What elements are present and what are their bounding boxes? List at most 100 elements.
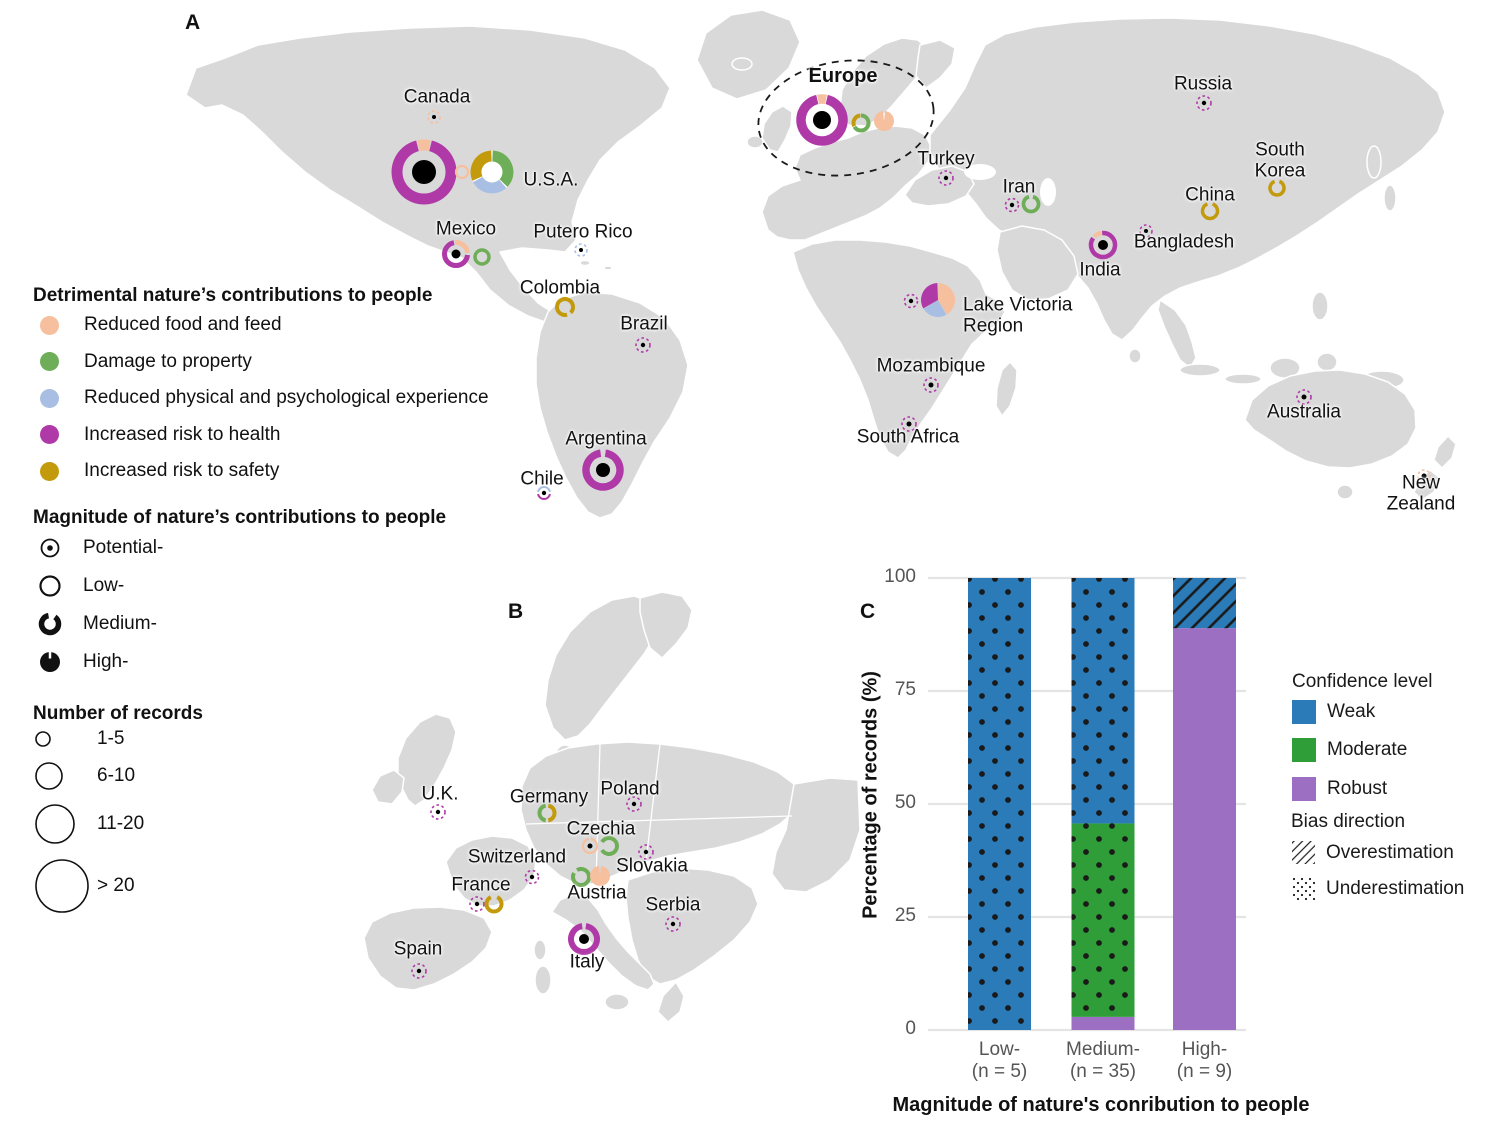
marker-lake-victoria: [921, 283, 956, 317]
map-label-australia: Australia: [1267, 401, 1341, 423]
marker-serbia: [665, 916, 681, 932]
land-nz-north: [1433, 435, 1457, 469]
map-label-switzerland: Switzerland: [467, 846, 567, 868]
confidence-legend-item: Weak: [1292, 700, 1375, 724]
bar-chart-panel-c: [928, 576, 1246, 1032]
markers-panel-a: [391, 94, 1431, 500]
land-corsica-b: [533, 939, 547, 961]
marker-europe-3: [873, 111, 895, 131]
bar-low: [968, 578, 1031, 1030]
map-label-canada: Canada: [403, 86, 471, 108]
marker-lake-victoria-2: [903, 293, 919, 309]
panel-a-letter: A: [185, 11, 201, 34]
map-label-u-k-: U.K.: [421, 783, 459, 805]
records-legend-label: 1-5: [97, 728, 125, 749]
hatch-pattern-icon: [1292, 841, 1315, 864]
land-arabia: [996, 225, 1079, 301]
land-sardinia-b: [534, 965, 552, 995]
panel-c-letter: C: [860, 600, 876, 623]
ncp-legend-title: Detrimental nature’s contributions to pe…: [33, 285, 433, 306]
map-label-south-korea: South Korea: [1254, 139, 1306, 181]
land-sri-lanka: [1128, 348, 1142, 364]
records-legend-item: 11-20: [33, 802, 144, 846]
land-sumatra: [1179, 363, 1221, 377]
land-ireland: [746, 135, 764, 149]
marker-france-safety: [484, 895, 504, 914]
marker-canada: [427, 110, 441, 124]
marker-china: [1200, 202, 1220, 221]
marker-argentina: [582, 449, 624, 491]
marker-usa-multi: [470, 150, 514, 194]
marker-iran: [1004, 197, 1020, 213]
marker-germany: [537, 803, 557, 823]
map-label-china: China: [1185, 184, 1235, 206]
confidence-legend-item: Moderate: [1292, 738, 1407, 762]
overestimation-pattern: [1173, 578, 1236, 629]
land-philippines: [1311, 291, 1329, 321]
ncp-color-dot-icon: [40, 461, 59, 481]
magnitude-legend-title: Magnitude of nature’s contributions to p…: [33, 507, 447, 528]
map-label-spain: Spain: [393, 938, 443, 960]
x-tick-label: Medium- (n = 35): [1066, 1039, 1140, 1083]
land-caribbean-2: [603, 265, 613, 271]
bar-high: [1173, 578, 1236, 1030]
x-axis-title: Magnitude of nature's conribution to peo…: [892, 1094, 1310, 1116]
y-tick-label-75: 75: [894, 679, 916, 700]
map-label-mexico: Mexico: [435, 218, 497, 240]
map-label-bangladesh: Bangladesh: [1133, 231, 1235, 253]
record-size-circle-icon: [35, 731, 51, 747]
panel-b-letter: B: [508, 600, 524, 623]
marker-czechia-food: [581, 837, 599, 855]
underestimation-pattern: [968, 578, 1031, 1030]
land-japan-north: [1366, 145, 1382, 179]
marker-mozambique: [923, 377, 939, 393]
land-iberia-b: [363, 906, 493, 991]
y-tick-label-25: 25: [894, 905, 916, 926]
marker-mexico: [442, 240, 470, 268]
ncp-legend-label: Reduced physical and psychological exper…: [84, 387, 489, 408]
confidence-legend-label: Weak: [1327, 701, 1376, 722]
marker-europe: [796, 94, 848, 146]
land-central-europe-b: [520, 741, 801, 885]
map-label-argentina: Argentina: [565, 428, 647, 450]
magnitude-legend-item: Medium-: [36, 610, 157, 638]
land-finland-b: [639, 591, 693, 659]
land-nz-south: [1413, 469, 1441, 501]
marker-italy: [568, 923, 600, 955]
map-label-serbia: Serbia: [645, 894, 701, 916]
records-legend-item: 1-5: [33, 728, 125, 749]
ncp-color-dot-icon: [40, 425, 59, 444]
marker-mexico-property: [473, 248, 491, 266]
map-label-mozambique: Mozambique: [876, 355, 986, 377]
ncp-color-dot-icon: [40, 388, 59, 408]
record-size-circle-icon: [35, 804, 75, 844]
marker-uk: [430, 804, 446, 820]
marker-bangladesh: [1139, 224, 1153, 238]
land-east-europe-b: [771, 777, 861, 893]
ncp-color-dot-icon: [40, 352, 59, 371]
map-label-poland: Poland: [600, 778, 660, 800]
land-europe: [761, 125, 933, 241]
bias-legend-item: Underestimation: [1292, 877, 1464, 900]
map-label-turkey: Turkey: [917, 148, 975, 170]
magnitude-legend-item: Low-: [36, 572, 124, 600]
high-magnitude-icon: [40, 651, 60, 672]
land-south-america: [535, 291, 689, 519]
marker-poland: [626, 796, 642, 812]
ncp-legend-label: Increased risk to health: [84, 423, 281, 445]
records-legend-label: 11-20: [97, 813, 145, 834]
marker-south-africa: [901, 416, 917, 432]
land-iceland: [731, 57, 753, 71]
potential-magnitude-icon: [40, 538, 60, 558]
ncp-legend-item: Increased risk to health: [40, 421, 280, 449]
land-greece-b: [657, 981, 685, 1023]
marker-chile: [537, 486, 551, 500]
underestimation-pattern: [1071, 823, 1135, 1017]
land-se-asia: [1157, 299, 1197, 369]
land-finland: [915, 39, 956, 89]
magnitude-legend-item: Potential-: [36, 534, 163, 562]
bar-segment-robust: [1173, 628, 1236, 1030]
magnitude-legend-label: High-: [83, 651, 129, 672]
